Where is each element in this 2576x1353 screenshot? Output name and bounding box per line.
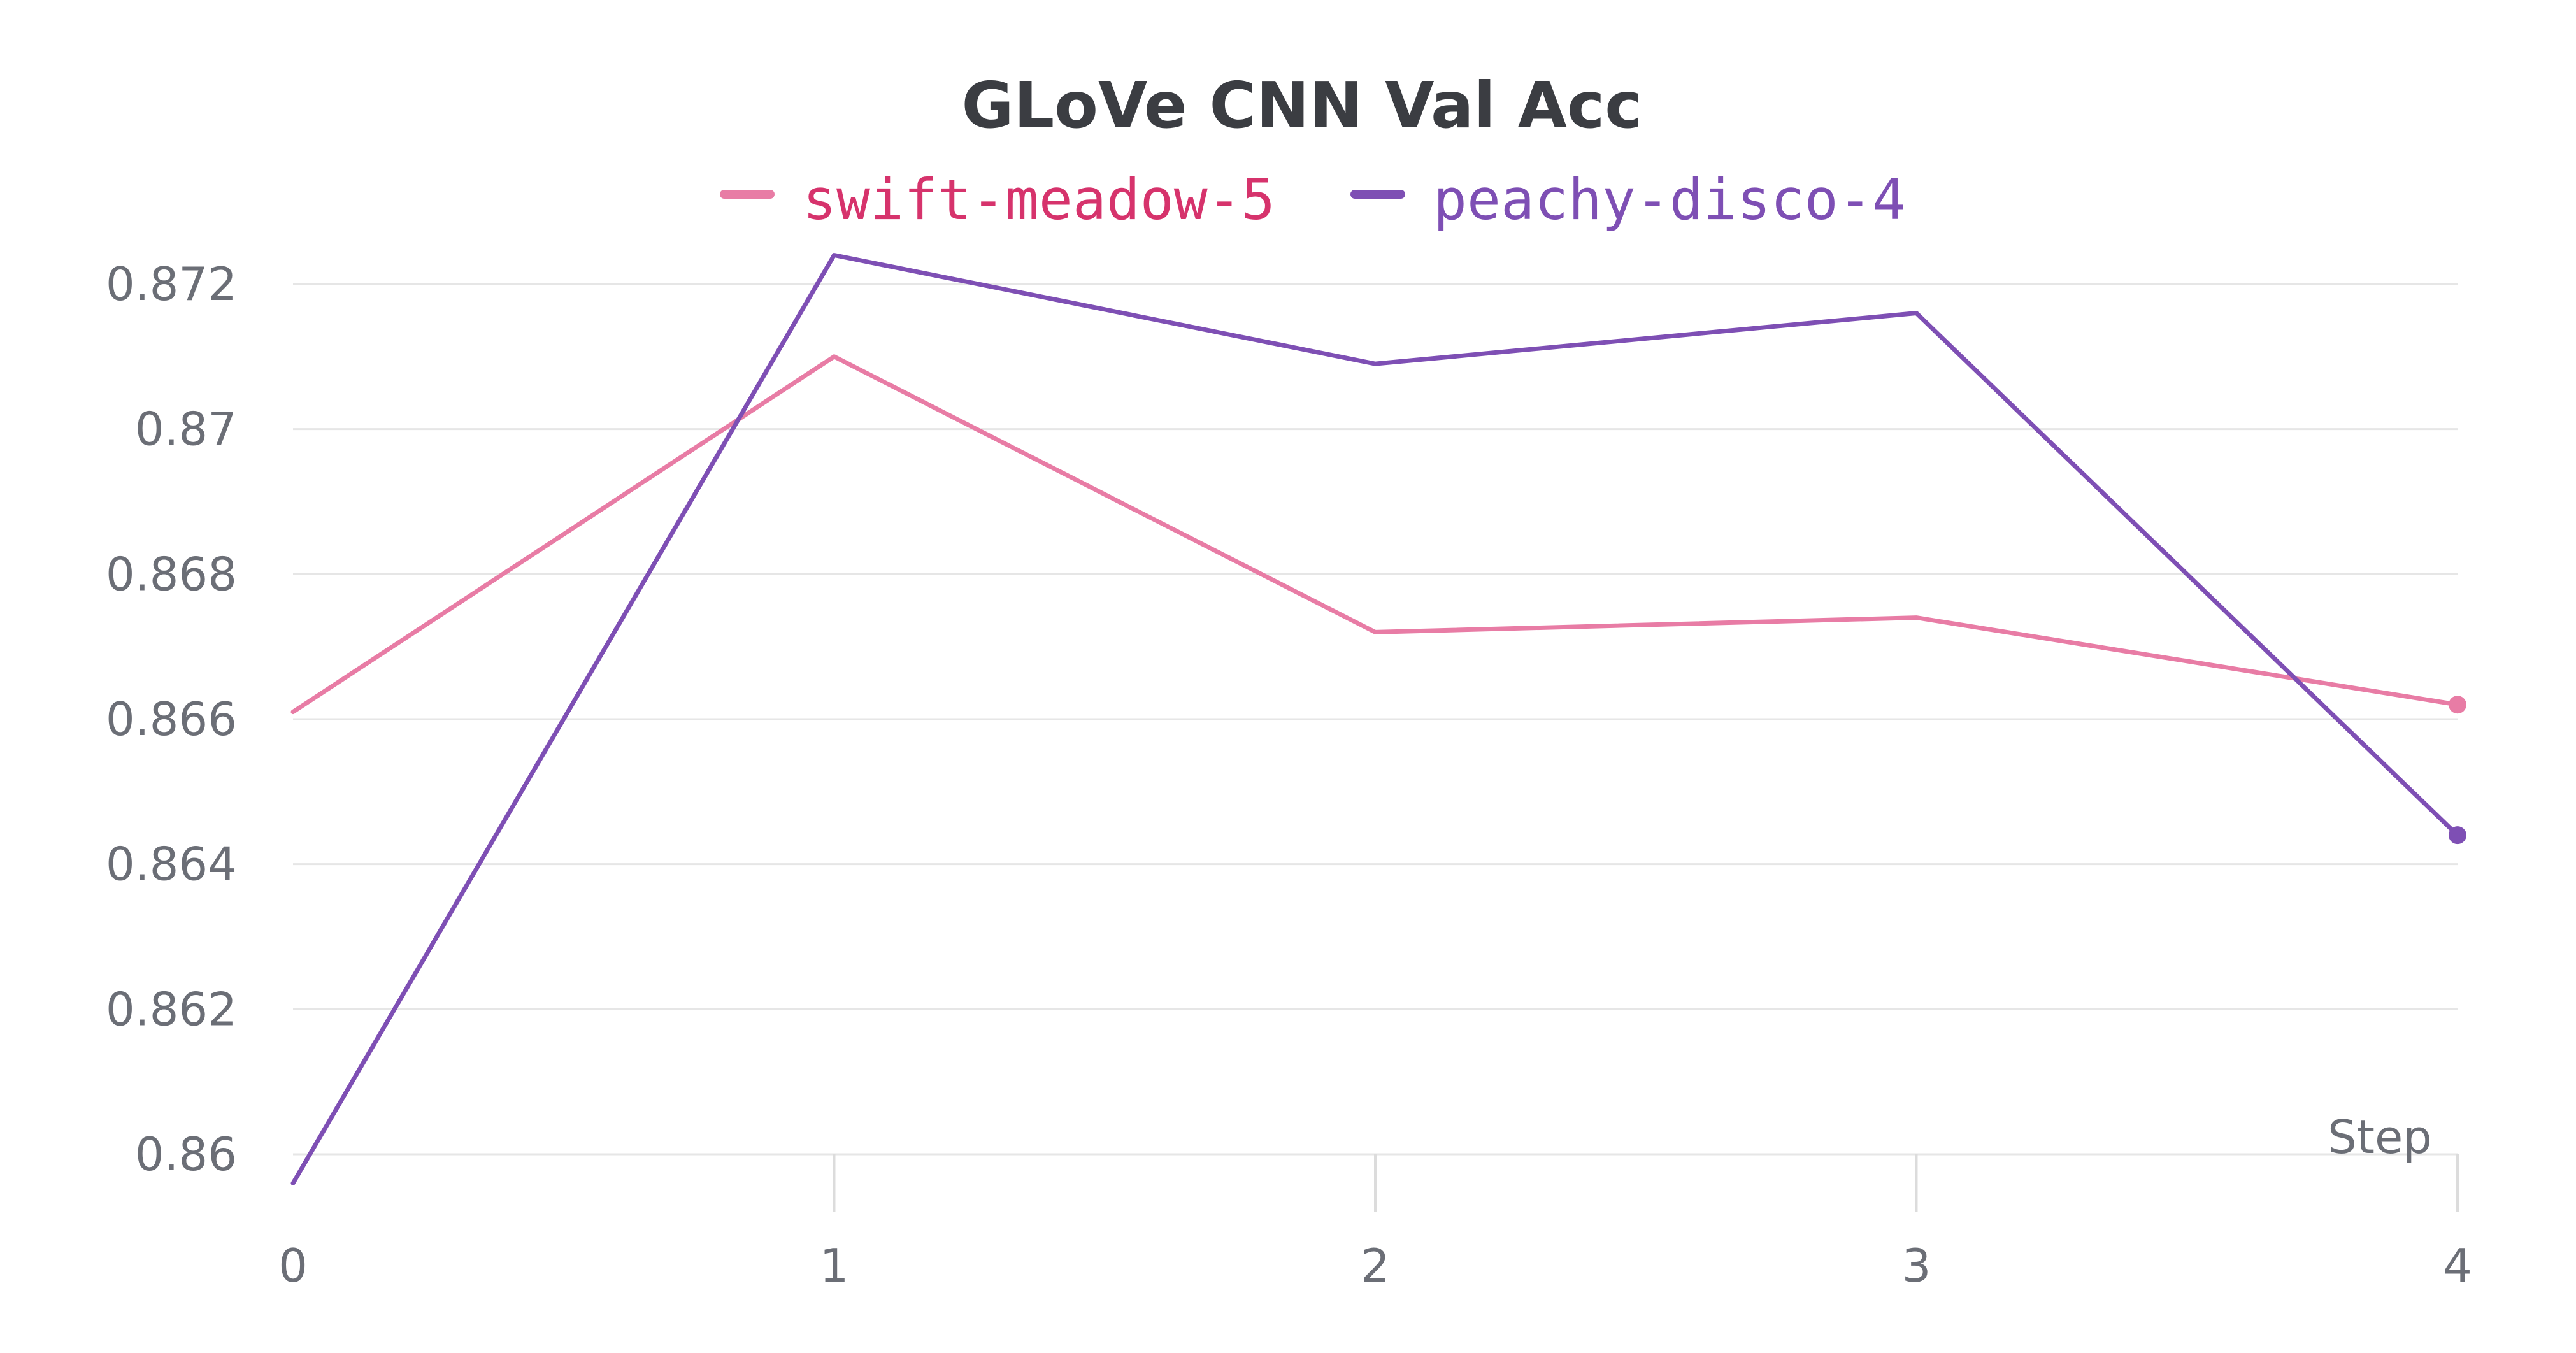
y-tick-label: 0.87	[135, 403, 237, 456]
data-point-swift-meadow-5	[2449, 696, 2466, 714]
x-tick-label: 3	[1902, 1239, 1931, 1292]
legend-label-swift-meadow-5: swift-meadow-5	[803, 167, 1275, 233]
series-line-peachy-disco-4	[290, 253, 2460, 1185]
x-tick-label: 4	[2443, 1239, 2472, 1292]
series-line-swift-meadow-5	[290, 354, 2460, 715]
x-tick-label: 2	[1361, 1239, 1390, 1292]
y-tick-label: 0.872	[106, 257, 237, 311]
legend-swatch-swift-meadow-5	[720, 190, 775, 199]
legend-swatch-peachy-disco-4	[1350, 190, 1405, 199]
x-axis-label: Step	[2328, 1110, 2432, 1164]
legend: swift-meadow-5 peachy-disco-4	[720, 167, 1906, 233]
data-point-peachy-disco-4	[2449, 826, 2466, 845]
y-tick-label: 0.868	[106, 547, 237, 601]
legend-label-peachy-disco-4: peachy-disco-4	[1433, 167, 1906, 233]
y-tick-label: 0.862	[106, 982, 237, 1036]
y-axis: 0.86 0.862 0.864 0.866 0.868 0.87 0.872	[106, 257, 237, 1181]
y-tick-label: 0.864	[106, 838, 237, 891]
plot-area	[290, 253, 2466, 1185]
y-tick-label: 0.86	[135, 1128, 237, 1181]
x-tick-label: 0	[278, 1239, 308, 1292]
chart-title: GLoVe CNN Val Acc	[961, 68, 1642, 143]
grid	[293, 283, 2458, 1156]
y-tick-label: 0.866	[106, 692, 237, 746]
x-tick-label: 1	[820, 1239, 849, 1292]
x-axis: 0 1 2 3 4	[278, 1154, 2472, 1292]
